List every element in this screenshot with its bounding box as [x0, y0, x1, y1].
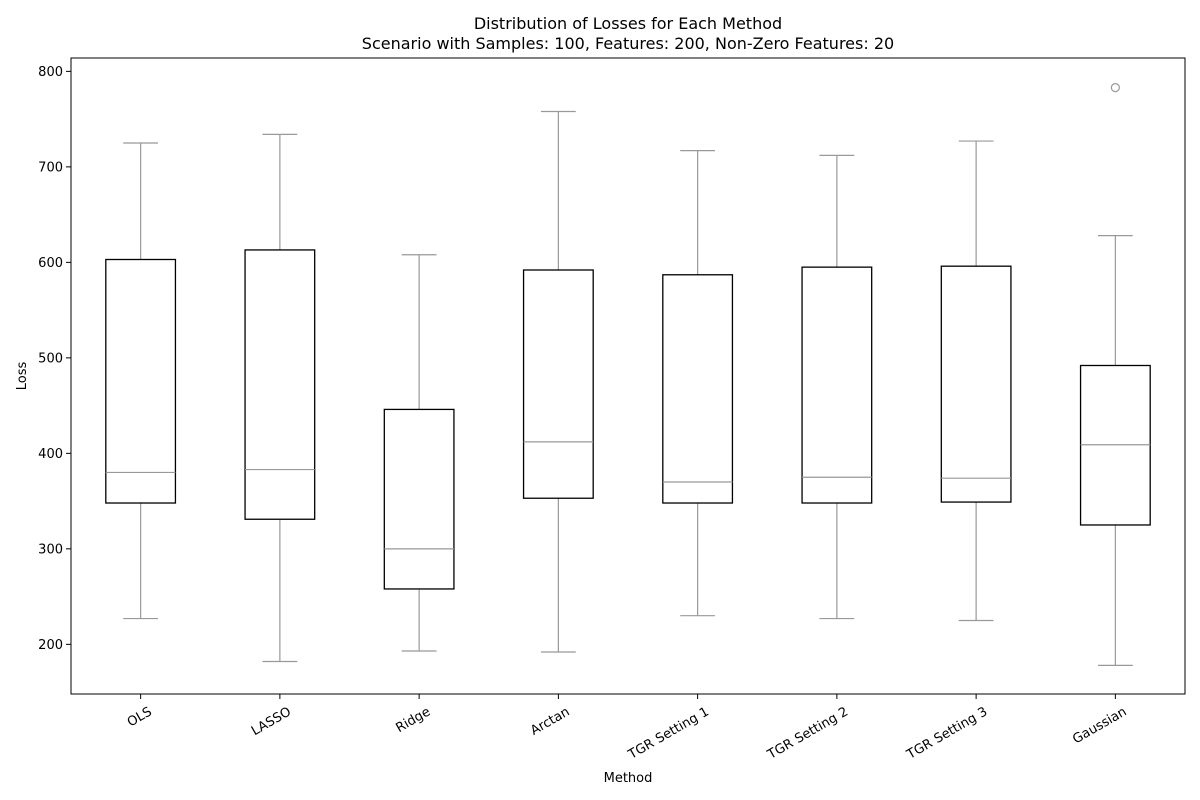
box-iqr — [801, 266, 873, 504]
y-tick-label: 700 — [38, 160, 63, 175]
x-tick-label: TGR Setting 1 — [625, 704, 711, 763]
x-axis-label: Method — [604, 771, 653, 786]
box-iqr — [522, 269, 594, 499]
box-group — [244, 133, 316, 663]
box-group — [801, 154, 873, 620]
y-tick-label: 200 — [38, 638, 63, 653]
x-tick-label: TGR Setting 2 — [764, 704, 850, 763]
box-iqr — [940, 265, 1012, 503]
box-iqr — [662, 274, 734, 504]
x-tick-label: Ridge — [393, 704, 433, 736]
box-iqr — [383, 408, 455, 590]
y-tick-label: 500 — [38, 351, 63, 366]
plot-frame — [70, 57, 1186, 695]
x-axis: OLS LASSO Ridge Arctan TGR Setting 1 TGR Sett… — [125, 694, 1129, 763]
box-group — [105, 142, 177, 620]
chart-subtitle: Scenario with Samples: 100, Features: 20… — [362, 34, 894, 53]
x-tick-label: TGR Setting 3 — [904, 704, 990, 763]
x-tick-label: Arctan — [528, 704, 572, 738]
box-iqr — [244, 249, 316, 520]
y-axis-label: Loss — [15, 362, 30, 391]
plot-marks — [105, 83, 1151, 666]
x-tick-label: OLS — [125, 704, 155, 730]
box-group — [662, 150, 734, 617]
x-tick-label: LASSO — [249, 704, 294, 739]
y-tick-label: 600 — [38, 256, 63, 271]
y-tick-label: 800 — [38, 65, 63, 80]
x-tick-label: Gaussian — [1070, 704, 1129, 747]
box-group — [522, 110, 594, 653]
chart-title: Distribution of Losses for Each Method — [474, 14, 782, 33]
box-group — [383, 254, 455, 652]
box-group — [940, 140, 1012, 622]
y-tick-label: 400 — [38, 447, 63, 462]
outlier-point — [1110, 83, 1120, 93]
y-tick-label: 300 — [38, 542, 63, 557]
box-iqr — [105, 258, 177, 504]
box-group — [1079, 83, 1151, 666]
y-axis: 200 300 400 500 600 700 800 — [38, 65, 71, 653]
